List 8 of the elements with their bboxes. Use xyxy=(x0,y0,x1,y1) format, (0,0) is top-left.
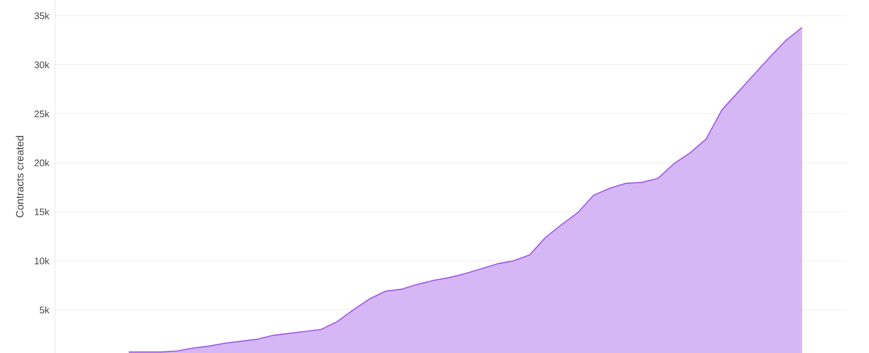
y-axis-title: Contracts created xyxy=(16,136,24,218)
y-tick-label: 25k xyxy=(34,110,50,118)
y-tick-label: 10k xyxy=(34,257,50,264)
y-tick-label: 30k xyxy=(34,61,50,68)
y-tick-label: 15k xyxy=(34,208,50,216)
y-tick-label: 35k xyxy=(34,12,50,20)
y-tick-label: 5k xyxy=(40,306,50,314)
y-tick-label: 20k xyxy=(34,159,50,166)
